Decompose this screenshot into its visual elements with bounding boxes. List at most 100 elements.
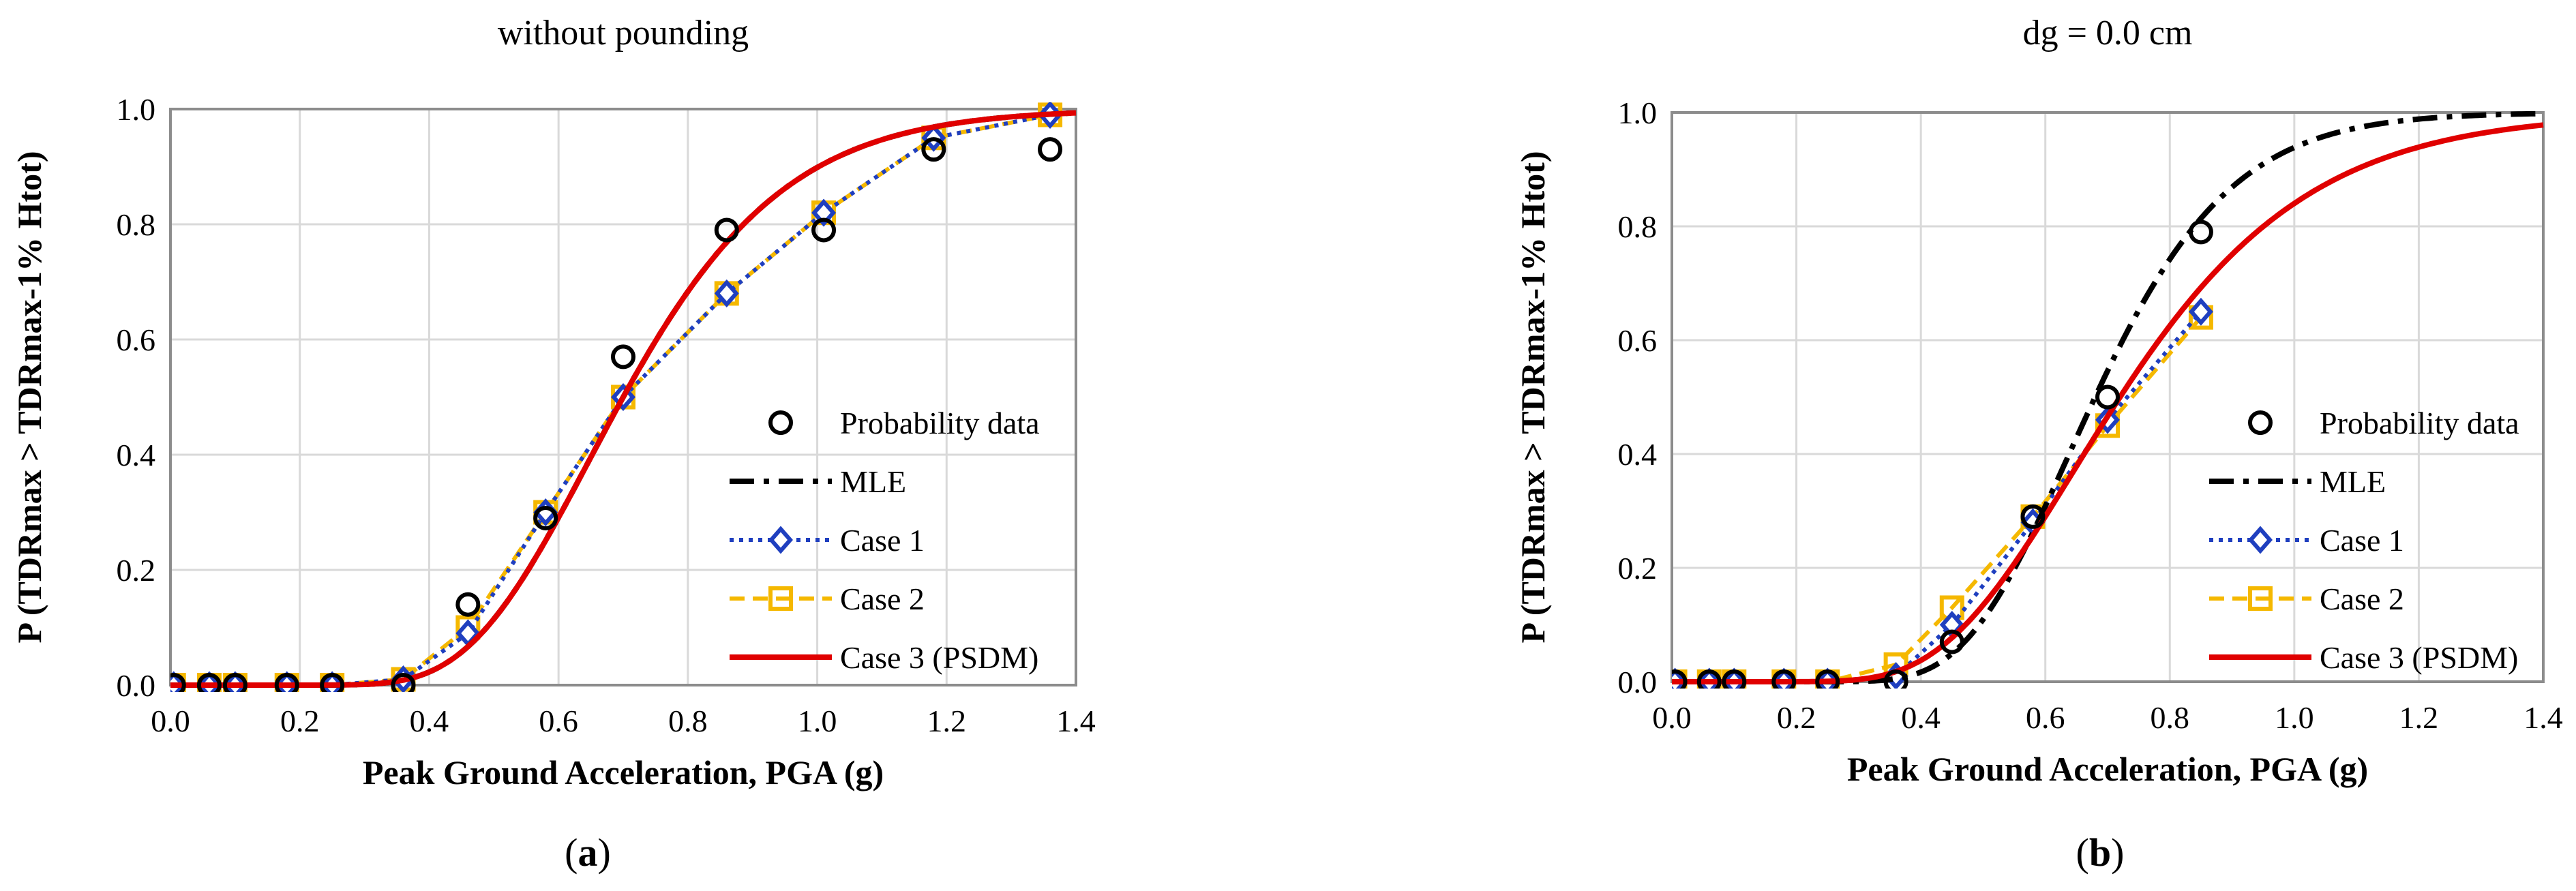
y-tick-label: 0.0 [117,668,156,703]
legend-swatch-marker [768,526,793,554]
series-case-2 [170,102,1063,692]
data-point [714,217,739,243]
data-point [611,344,635,369]
series-mle [1672,110,2544,684]
legend: Probability data MLE Case 1 Case 2 Case 3 (P… [730,406,1040,675]
legend: Probability data MLE Case 1 Case 2 Case 3 (P… [2209,406,2519,675]
legend-swatch-marker [2248,586,2273,611]
chart-b: dg = 0.0 cm 0.0 0.2 0.4 0.6 0.8 1.0 1.2 1.4 0.0 0.… [1514,14,2563,875]
x-tick-label: 1.0 [2275,700,2314,735]
legend-item: Case 1 [2209,523,2404,558]
y-axis-label: P (TDRmax > TDRmax-1% Htot) [10,151,48,644]
legend-swatch-marker [2248,410,2273,435]
data-point [2188,220,2213,245]
data-point [320,673,345,692]
data-point [455,592,481,617]
x-tick-label: 1.0 [798,704,837,738]
plot-frame [1671,111,2545,683]
series-probability-data [1672,220,2213,689]
caption-paren-close: ) [598,830,611,875]
subfigure-caption: (b) [2076,830,2125,875]
caption-paren-open: ( [2076,830,2089,875]
legend-label: Case 1 [840,523,925,558]
legend-label: Case 2 [840,582,925,616]
x-tick-label: 1.4 [2523,700,2563,735]
x-tick-label: 0.8 [2151,700,2190,735]
data-point [222,673,248,692]
x-tick-label: 0.4 [410,704,449,738]
legend-item: Case 3 (PSDM) [2209,640,2518,675]
x-tick-label: 1.4 [1056,704,1096,738]
y-tick-label: 0.6 [1618,323,1658,358]
data-point [921,137,946,162]
x-tick-label: 0.2 [280,704,320,738]
data-point [533,505,558,530]
data-point [2020,504,2046,529]
legend-item: MLE [2209,464,2386,499]
legend-label: Case 3 (PSDM) [2320,640,2518,675]
y-axis-label: P (TDRmax > TDRmax-1% Htot) [1514,151,1552,644]
data-point [196,673,222,692]
x-tick-label: 0.6 [539,704,578,738]
chart-title: without pounding [498,14,749,52]
caption-letter: b [2089,830,2111,875]
data-point [2188,297,2213,326]
legend-item: Probability data [768,406,1040,440]
legend-item: MLE [730,464,906,499]
legend-swatch-marker [768,410,793,435]
x-axis-label: Peak Ground Acceleration, PGA (g) [1847,750,2368,788]
caption-paren-close: ) [2111,830,2124,875]
y-tick-label: 0.0 [1618,665,1658,699]
y-tick-label: 1.0 [117,92,156,127]
chart-title: dg = 0.0 cm [2023,14,2193,52]
data-point [1939,629,1964,654]
x-tick-label: 1.2 [2399,700,2439,735]
data-point [811,198,837,227]
y-tick-label: 0.8 [1618,209,1658,244]
data-point [1883,669,1908,689]
x-axis-label: Peak Ground Acceleration, PGA (g) [363,753,884,791]
caption-paren-open: ( [565,830,578,875]
series-curve [1672,110,2544,684]
legend-label: MLE [840,464,906,499]
data-point [1696,669,1722,689]
y-tick-label: 0.6 [117,322,156,357]
series-case-2 [1672,305,2213,689]
series-curve [1672,122,2544,684]
x-tick-label: 0.0 [1652,700,1692,735]
series-case-1 [1672,297,2213,689]
x-tick-label: 0.8 [668,704,708,738]
x-tick-label: 1.2 [927,704,967,738]
series-curve [170,110,1077,688]
gridlines [1671,111,2545,683]
legend-label: Probability data [2320,406,2519,440]
legend-item: Case 1 [730,523,925,558]
legend-swatch-marker [768,586,793,611]
data-point [1815,669,1840,689]
subfigure-caption: (a) [565,830,611,875]
legend-label: Case 3 (PSDM) [840,640,1038,675]
series-line [1675,310,2203,684]
series-probability-data [170,137,1063,692]
legend-item: Probability data [2248,406,2519,440]
data-point [1722,669,1747,689]
legend-item: Case 2 [2209,582,2404,616]
y-tick-label: 0.2 [1618,551,1658,586]
x-tick-label: 0.4 [1901,700,1941,735]
data-point [2095,384,2120,410]
legend-label: Case 2 [2320,582,2404,616]
data-point [1672,669,1688,689]
series-case-3-psdm [1672,122,2544,684]
y-tick-label: 0.2 [117,553,156,588]
series-line [1675,316,2203,684]
chart-a: without pounding 0.0 0.2 0.4 0.6 0.8 1.0 1.2 1.4… [10,14,1096,875]
data-point [714,279,739,307]
legend-item: Case 3 (PSDM) [730,640,1038,675]
x-tick-label: 0.0 [151,704,190,738]
data-point [391,673,416,692]
data-point [1038,137,1063,162]
legend-swatch-marker [2248,526,2273,554]
y-tick-label: 0.8 [117,207,156,242]
legend-label: MLE [2320,464,2386,499]
